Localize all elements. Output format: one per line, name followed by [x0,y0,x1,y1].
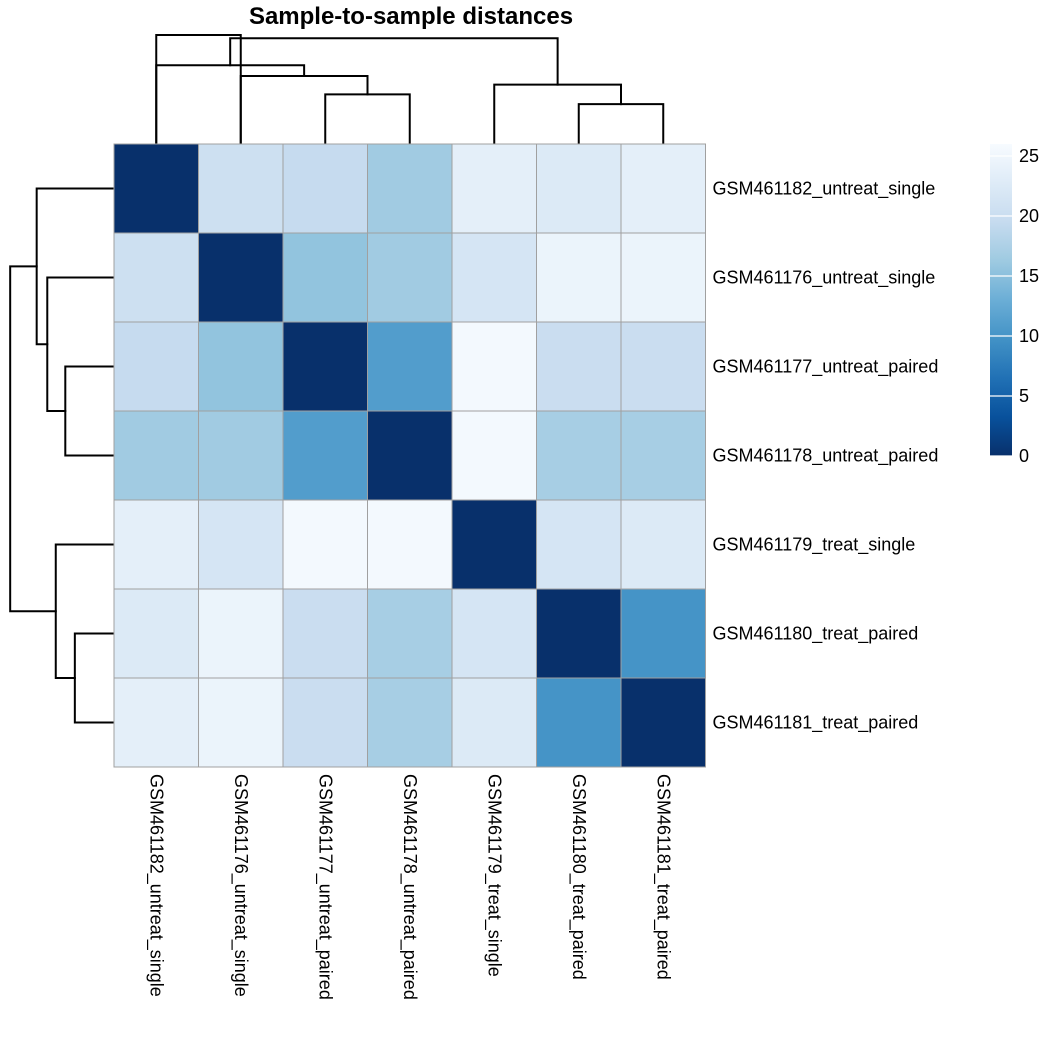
heatmap-cell [282,410,368,501]
heatmap-cell [620,499,706,590]
dendrogram-branch [155,34,242,144]
heatmap-cell [367,499,453,590]
heatmap-cell [620,677,706,768]
heatmap-cell [198,588,284,679]
heatmap-cell [451,677,537,768]
dendrogram-branch [239,75,369,144]
dendrogram-branch [73,632,114,724]
heatmap-cell [282,588,368,679]
column-label: GSM461180_treat_paired [568,774,589,980]
heatmap-cell [282,321,368,412]
heatmap-cell [282,232,368,323]
heatmap-cell [536,143,622,234]
colorbar-tick-label: 10 [1019,326,1039,346]
row-label: GSM461177_untreat_paired [713,357,939,378]
dendrogram-branch [324,93,411,144]
heatmap-cell [113,588,199,679]
column-label: GSM461176_untreat_single [230,774,251,997]
row-labels: GSM461182_untreat_single GSM461176_untrea… [713,179,939,734]
heatmap-cell [113,143,199,234]
dendrogram-branch [54,543,114,679]
heatmap-cell [113,321,199,412]
dendrogram-branch [577,103,665,144]
heatmap-cell [536,410,622,501]
row-label: GSM461178_untreat_paired [713,446,939,467]
heatmap-cell [536,232,622,323]
chart-title: Sample-to-sample distances [249,3,573,30]
column-dendrogram [155,34,665,144]
column-label: GSM461178_untreat_paired [399,774,420,1000]
column-label: GSM461181_treat_paired [652,774,673,980]
heatmap-cell [620,232,706,323]
column-label: GSM461177_untreat_paired [314,774,335,1000]
heatmap-cell [451,232,537,323]
heatmap-cell [620,143,706,234]
heatmap-cell [113,410,199,501]
heatmap-cell [198,499,284,590]
heatmap-cell [367,677,453,768]
heatmap-cell [451,410,537,501]
heatmap-cells [113,143,706,768]
heatmap-cell [198,232,284,323]
heatmap-cell [451,499,537,590]
colorbar-tick-label: 15 [1019,266,1039,286]
colorbar-tick-label: 20 [1019,206,1039,226]
heatmap-cell [536,588,622,679]
heatmap-cell [367,232,453,323]
heatmap-cell [198,410,284,501]
heatmap-cell [451,588,537,679]
heatmap-cell [451,321,537,412]
dendrogram-branch [64,365,114,457]
row-label: GSM461180_treat_paired [713,624,919,645]
row-label: GSM461182_untreat_single [713,179,936,200]
heatmap-cell [536,321,622,412]
heatmap-cell [198,143,284,234]
heatmap-cell [536,677,622,768]
heatmap-cell [620,588,706,679]
dendrogram-branch [493,83,622,144]
heatmap-cell [367,321,453,412]
row-label: GSM461179_treat_single [713,535,916,556]
heatmap-cell [282,677,368,768]
row-label: GSM461176_untreat_single [713,268,936,289]
heatmap-cell [367,143,453,234]
dendrogram-branch [46,276,114,412]
heatmap-cell [367,410,453,501]
heatmap-cell [451,143,537,234]
colorbar-tick-label: 5 [1019,386,1029,406]
row-label: GSM461181_treat_paired [713,713,919,734]
heatmap-cell [113,677,199,768]
heatmap-cell [198,321,284,412]
column-labels: GSM461182_untreat_single GSM461176_untrea… [145,774,673,1000]
colorbar-gradient [990,144,1012,456]
dendrogram-branch [229,37,559,86]
heatmap-cell [282,143,368,234]
heatmap-cell [113,499,199,590]
heatmap-cell [198,677,284,768]
heatmap-cell [536,499,622,590]
colorbar-tick-label: 25 [1019,146,1039,166]
colorbar-tick-label: 0 [1019,446,1029,466]
heatmap-cell [620,410,706,501]
heatmap-cell [620,321,706,412]
heatmap-cell [282,499,368,590]
heatmap-cell [367,588,453,679]
colorbar-legend: 0 5 10 15 20 25 [990,144,1039,466]
dendrogram-branch [9,265,57,613]
column-label: GSM461182_untreat_single [145,774,166,997]
row-dendrogram [9,187,114,724]
heatmap-cell [113,232,199,323]
column-label: GSM461179_treat_single [483,774,504,977]
